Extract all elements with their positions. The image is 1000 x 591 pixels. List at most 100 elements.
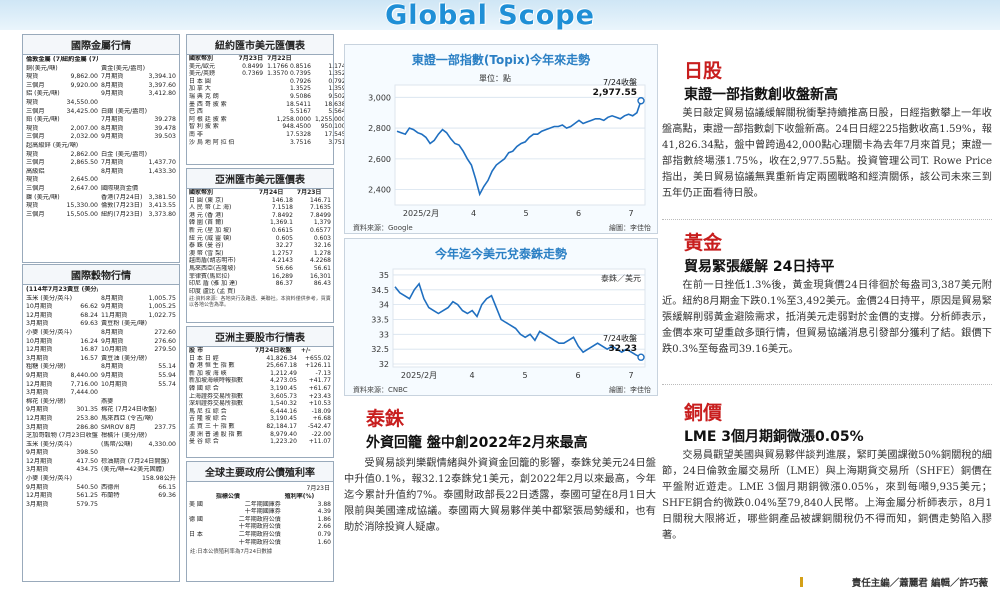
footer-bar bbox=[800, 577, 803, 587]
ny-fx-rows: 國家幣別 7月23日 7月22日 美元/歐元 0.8499 1.1766 0.8516 1.… bbox=[187, 55, 351, 146]
grains-row: 3月期貨 286.80 SMROV 8月 237.75 bbox=[26, 424, 176, 433]
asia_fx-cell: 印尼 盾 (雅 加 達) bbox=[189, 280, 238, 288]
asia_fx-cell: 56.66 bbox=[275, 264, 293, 272]
asia_stocks-cell: 1,540.32 bbox=[270, 400, 297, 408]
grains-cell: 小麥 (美分/英斗) bbox=[26, 328, 73, 336]
metals-cell: 9月期貨 bbox=[101, 133, 124, 141]
asia_fx-cell: 7.1635 bbox=[310, 204, 331, 212]
asia-fx-note: 註:資料來源：各地央行及路透、美聯社。本資料僅供參考，買賣以各地公告為準。 bbox=[189, 296, 331, 309]
grains-cell: 3月期貨 bbox=[26, 500, 49, 508]
asia_stocks-cell: 4,273.05 bbox=[270, 377, 297, 385]
ny_fx-cell: 沙 烏 地 阿 拉 伯 bbox=[189, 138, 235, 146]
bonds-cell: 十年期國庫券 bbox=[244, 508, 281, 516]
asia_stocks-cell: 馬 尼 拉 綜 合 bbox=[189, 407, 227, 415]
x-tick-label: 2025/2月 bbox=[403, 209, 439, 218]
asia_fx-cell: 韓 圜 (首 爾) bbox=[189, 219, 224, 227]
asia_fx-cell: 7月24日 bbox=[258, 189, 284, 196]
topix-chart-title: 東證一部指數(Topix)今年來走勢 bbox=[411, 53, 591, 67]
gold-tag: 黃金 bbox=[684, 232, 723, 254]
grains-cell: 8月期貨 bbox=[101, 294, 124, 302]
grains-cell: 12月期貨 bbox=[26, 380, 53, 388]
asia_stocks-cell: +6.68 bbox=[312, 415, 331, 423]
grains-cell: 10月期貨 bbox=[26, 337, 53, 345]
metals-cell: 8月期貨 bbox=[101, 124, 124, 132]
metals-row: 三個月 2,032.00 9月期貨 39.503 bbox=[26, 133, 176, 142]
ny_fx-cell: 0.7369 bbox=[242, 70, 264, 78]
ny_fx-cell: 0.7921 bbox=[328, 77, 350, 85]
grains-cell: 3月期貨 bbox=[26, 466, 49, 474]
asia_fx-row: 人 民 幣 (上 海) 7.1518 7.1635 bbox=[187, 204, 333, 212]
x-tick-label: 7 bbox=[628, 209, 633, 218]
bonds-cell: 4.39 bbox=[317, 508, 331, 516]
asia_stocks-cell: 1,212.49 bbox=[270, 369, 297, 377]
bonds-cell: 殖利率(%) bbox=[284, 493, 315, 500]
grains-cell: 16.57 bbox=[80, 354, 98, 362]
metals-cell: 現貨 bbox=[26, 176, 39, 184]
grains-cell: 55.94 bbox=[158, 371, 176, 379]
metals-row: 銅(美元/噸) 黃金(美元/盎司) bbox=[26, 65, 176, 74]
grains-cell: 1,022.75 bbox=[148, 311, 176, 319]
asia_stocks-cell: 韓 國 綜 合 bbox=[189, 384, 219, 392]
asia_fx-row: 韓 圜 (首 爾) 1,369.1 1,379 bbox=[187, 219, 333, 227]
metals-cell: 3,373.80 bbox=[148, 210, 176, 218]
ny_fx-cell: 1.1766 0.8516 bbox=[267, 62, 311, 70]
asia_fx-row: 馬來西亞(吉隆坡) 56.66 56.61 bbox=[187, 265, 333, 273]
metals-row: 現貨 2,007.00 8月期貨 39.478 bbox=[26, 125, 176, 134]
metals-cell: 三個月 bbox=[26, 184, 45, 192]
grains-cell: 279.50 bbox=[154, 346, 176, 354]
grains-cell: (馬幣/公噸) bbox=[101, 440, 133, 448]
grains-row: 10月期貨 66.62 9月期貨 1,005.25 bbox=[26, 303, 176, 312]
asia_fx-cell bbox=[295, 288, 333, 296]
thai-body: 受貿易談判樂觀情緒與外資資金回籠的影響，泰銖兌美元24日盤中升值0.1%，報32… bbox=[344, 458, 656, 533]
grains-cell: 16.87 bbox=[80, 346, 98, 354]
ny_fx-cell: 1.3594 bbox=[328, 85, 350, 93]
copper-tag: 銅價 bbox=[684, 402, 723, 424]
y-tick-label: 2,600 bbox=[368, 155, 391, 164]
ny_fx-row: 沙 烏 地 阿 拉 伯 3.7516 3.7513 bbox=[187, 139, 351, 147]
asia_stocks-cell: -542.47 bbox=[307, 422, 331, 430]
asia_fx-cell: 菲律賓(馬尼拉) bbox=[189, 272, 230, 280]
asia_fx-cell: 146.71 bbox=[310, 196, 331, 204]
metals-cell: 三個月 bbox=[26, 107, 45, 115]
ny-fx-table: 紐約匯市美元匯價表 國家幣別 7月23日 7月22日 美元/歐元 0.8499 1.176… bbox=[186, 34, 349, 165]
asia_fx-cell: 7.1518 bbox=[271, 204, 293, 212]
source-label: 資料來源：Google bbox=[353, 223, 413, 232]
grains-cell: 3月期貨 bbox=[26, 423, 49, 431]
ny_fx-cell: 0.8499 bbox=[242, 62, 264, 70]
asia_fx-cell: 86.43 bbox=[313, 280, 331, 288]
asia_fx-row: 港 元 (香 港) 7.8492 7.8499 bbox=[187, 212, 333, 220]
grains-cell: 540.50 bbox=[76, 483, 98, 491]
metals-cell: 高級鋁 bbox=[26, 167, 45, 175]
metals-cell: 34,425.00 bbox=[66, 107, 99, 115]
asia_fx-cell: 4.2268 bbox=[310, 257, 331, 265]
metals-rows: 倫敦金屬 (7月23日收盤)紐約金屬 (7月23日收盤)銅(美元/噸)黃金(美元… bbox=[23, 55, 179, 220]
ny_fx-cell: 日 本 圓 bbox=[189, 77, 211, 85]
ny_fx-cell: 9.5026 bbox=[328, 92, 350, 100]
series-line bbox=[396, 100, 642, 197]
asia_stocks-cell: 新加坡海峽時報指數 bbox=[189, 377, 244, 385]
bonds-cell: 3.88 bbox=[317, 500, 331, 508]
ny_fx-cell bbox=[237, 93, 266, 101]
ny_fx-cell: 9.5086 bbox=[289, 92, 311, 100]
asia_stocks-cell: +11.07 bbox=[308, 438, 331, 446]
asia_fx-row: 菲律賓(馬尼拉) 16,289 16,301 bbox=[187, 273, 333, 281]
asia_stocks-cell: 25,667.18 bbox=[266, 362, 297, 370]
asia_stocks-cell: -22.00 bbox=[311, 430, 331, 438]
grains-cell: 3月期貨 bbox=[26, 320, 49, 328]
ny_fx-cell: 1.3525 bbox=[289, 85, 311, 93]
ny_fx-cell bbox=[237, 116, 266, 124]
asia_stocks-row: 馬 尼 拉 綜 合 6,444.16 -18.09 bbox=[187, 408, 333, 416]
last-point-marker bbox=[637, 97, 645, 105]
asia_fx-cell: 4.2143 bbox=[271, 257, 293, 265]
asia_stocks-row: 股 市 7月24日收盤 +/- bbox=[187, 347, 333, 355]
grains-cell: 7,444.00 bbox=[70, 389, 98, 397]
metals-row: 高級鋁 8月期貨 1,433.30 bbox=[26, 168, 176, 177]
asia_stocks-cell: 新 加 坡 海 峽 bbox=[189, 369, 227, 377]
ny_fx-row: 加 拿 大 1.3525 1.3594 bbox=[187, 85, 351, 93]
grains-cell: 9月期貨 bbox=[101, 371, 124, 379]
bonds-cell: 2.66 bbox=[317, 523, 331, 531]
y-tick-label: 32.5 bbox=[371, 345, 389, 354]
grains-rows: (114年7月23日收盤)黃豆 (美分/英斗)玉米 (美分/英斗)8月期貨1,0… bbox=[23, 285, 179, 510]
grains-cell: 3月期貨 bbox=[26, 389, 49, 397]
y-tick-label: 2,400 bbox=[368, 186, 391, 195]
